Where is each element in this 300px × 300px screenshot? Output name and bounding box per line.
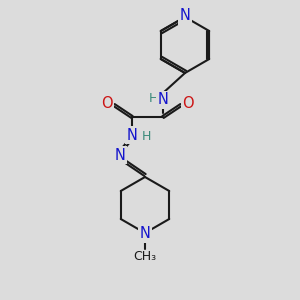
- Text: H: H: [141, 130, 151, 143]
- Text: O: O: [182, 95, 194, 110]
- Text: N: N: [140, 226, 150, 242]
- Text: O: O: [101, 95, 113, 110]
- Text: CH₃: CH₃: [134, 250, 157, 262]
- Text: N: N: [115, 148, 125, 163]
- Text: H: H: [148, 92, 158, 106]
- Text: N: N: [127, 128, 137, 142]
- Text: N: N: [158, 92, 168, 107]
- Text: N: N: [180, 8, 190, 23]
